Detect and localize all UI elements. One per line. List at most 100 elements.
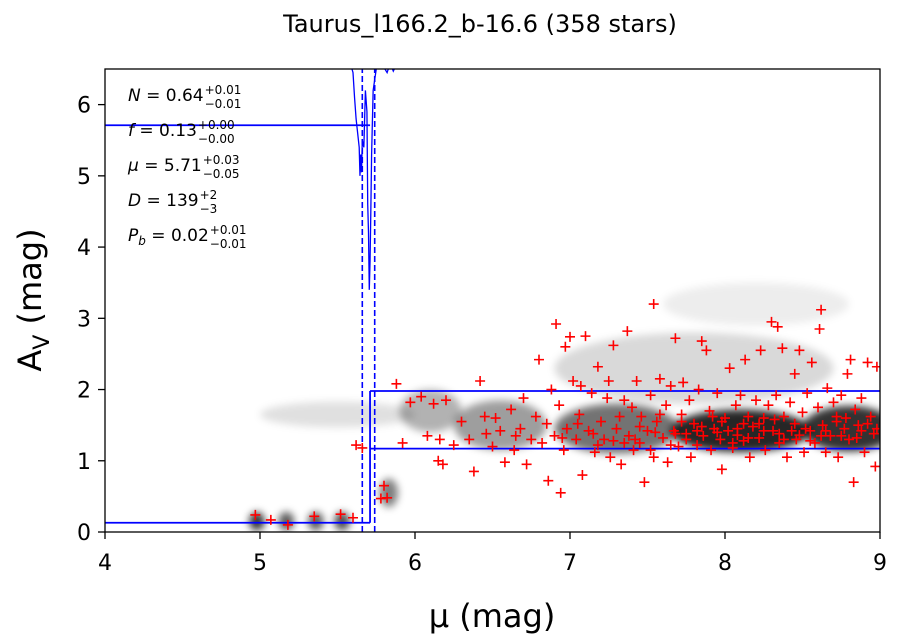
star-marker	[871, 423, 880, 434]
star-marker	[665, 380, 676, 391]
star-marker	[619, 437, 630, 448]
star-marker	[630, 434, 641, 445]
annotation-symbol: μ	[127, 156, 139, 176]
x-tick-label: 6	[408, 551, 422, 576]
star-marker	[530, 411, 541, 422]
star-marker	[551, 319, 562, 330]
star-marker	[487, 441, 498, 452]
star-marker	[685, 452, 696, 463]
star-marker	[712, 427, 723, 438]
star-marker	[805, 435, 816, 446]
star-marker	[778, 411, 789, 422]
star-marker	[645, 445, 656, 456]
star-marker	[706, 445, 717, 456]
star-marker	[743, 432, 754, 443]
star-marker	[495, 425, 506, 436]
star-marker	[586, 388, 597, 399]
star-marker	[727, 437, 738, 448]
star-marker	[794, 345, 805, 356]
y-tick-label: 0	[77, 521, 91, 546]
star-marker	[831, 416, 842, 427]
star-marker	[840, 413, 851, 424]
star-marker	[509, 445, 520, 456]
star-marker	[743, 411, 754, 422]
y-tick-label: 3	[77, 307, 91, 332]
star-marker	[772, 321, 783, 332]
star-marker	[825, 430, 836, 441]
star-marker	[732, 430, 743, 441]
star-marker	[851, 432, 862, 443]
star-marker	[648, 299, 659, 310]
x-tick-label: 9	[873, 551, 887, 576]
star-marker	[805, 425, 816, 436]
star-marker	[778, 434, 789, 445]
star-marker	[568, 375, 579, 386]
star-marker	[751, 395, 761, 406]
y-axis-label-main: A	[11, 350, 49, 372]
fit-annotations: N = 0.64 +0.01−0.01f = 0.13 +0.00−0.00μ = …	[127, 83, 247, 251]
star-marker	[628, 445, 639, 456]
star-marker	[809, 437, 820, 448]
star-marker	[534, 354, 544, 365]
star-marker	[554, 400, 565, 411]
star-marker	[724, 363, 735, 374]
star-marker	[574, 409, 585, 420]
star-marker	[515, 423, 526, 434]
density-blob	[453, 400, 547, 451]
star-marker	[645, 390, 656, 401]
star-marker	[631, 375, 642, 386]
star-marker	[391, 378, 402, 389]
star-marker	[763, 400, 774, 411]
star-marker	[774, 428, 785, 439]
star-marker	[490, 413, 501, 424]
star-marker	[658, 432, 668, 443]
star-marker	[817, 420, 828, 431]
star-marker	[661, 400, 672, 411]
star-marker	[557, 432, 568, 443]
star-marker	[537, 437, 548, 448]
star-marker	[592, 361, 603, 372]
star-marker	[546, 384, 557, 395]
annotation-upper-error: +0.01	[210, 223, 247, 237]
star-marker	[698, 430, 709, 441]
star-marker	[608, 340, 619, 351]
model-curves	[105, 69, 880, 532]
y-tick-label: 5	[77, 165, 91, 190]
star-marker	[521, 459, 532, 470]
star-marker	[723, 425, 734, 436]
star-marker	[654, 409, 665, 420]
star-marker	[650, 427, 661, 438]
star-marker	[696, 421, 707, 432]
star-marker	[862, 357, 873, 368]
star-marker	[865, 411, 876, 422]
density-blob	[260, 401, 415, 428]
star-marker	[588, 428, 599, 439]
star-marker	[627, 402, 637, 413]
star-marker	[670, 333, 681, 344]
star-marker	[853, 420, 864, 431]
star-marker	[828, 397, 839, 408]
annotation-lower-error: −0.01	[205, 97, 242, 111]
star-marker	[448, 440, 459, 451]
star-marker	[673, 441, 684, 452]
star-marker	[676, 416, 687, 427]
star-marker	[357, 442, 368, 453]
star-marker	[696, 336, 707, 347]
star-marker	[602, 393, 613, 404]
fit-annotation: N = 0.64	[128, 86, 204, 106]
star-marker	[814, 323, 825, 334]
star-marker	[771, 390, 782, 401]
y-tick-label: 1	[77, 450, 91, 475]
star-marker	[856, 393, 867, 404]
y-tick-label: 2	[77, 379, 91, 404]
star-marker	[859, 447, 870, 458]
star-marker	[833, 452, 844, 463]
star-marker	[665, 440, 676, 451]
star-marker	[670, 428, 681, 439]
star-marker	[758, 413, 769, 424]
density-blob	[334, 512, 350, 531]
annotation-upper-error: +0.03	[203, 153, 240, 167]
star-marker	[351, 440, 362, 451]
star-marker	[506, 404, 517, 415]
star-marker	[603, 375, 614, 386]
